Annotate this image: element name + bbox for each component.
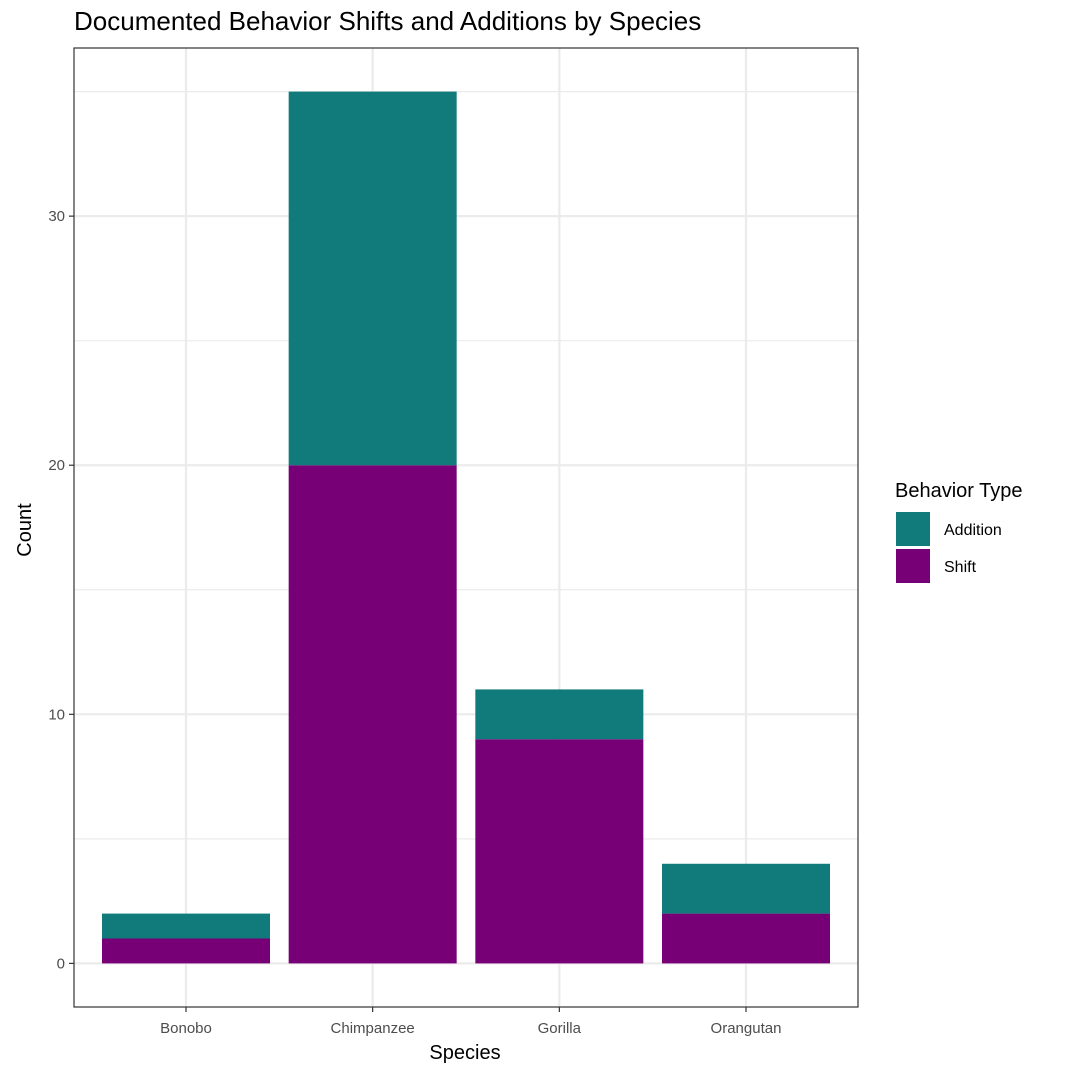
legend: Behavior Type Addition Shift [895, 480, 1023, 583]
panel-border [73, 47, 859, 1008]
legend-title: Behavior Type [895, 480, 1023, 502]
bar-gorilla-shift [475, 739, 644, 964]
y-axis-title: Count [14, 503, 36, 557]
x-tick-label: Chimpanzee [331, 1020, 415, 1037]
y-tick-label: 30 [48, 208, 65, 225]
y-tick-label: 10 [48, 706, 65, 723]
y-tick-label: 0 [57, 955, 65, 972]
bar-orangutan-addition [662, 863, 830, 914]
bar-orangutan-shift [662, 913, 830, 964]
bars [102, 91, 830, 964]
bar-bonobo-addition [102, 913, 270, 939]
chart-title: Documented Behavior Shifts and Additions… [74, 6, 702, 36]
x-tick-label: Bonobo [160, 1020, 212, 1037]
bar-chimpanzee-shift [288, 465, 457, 964]
legend-key-shift [896, 549, 930, 583]
legend-label-addition: Addition [944, 522, 1002, 539]
x-tick-label: Gorilla [538, 1020, 582, 1037]
bar-gorilla-addition [475, 689, 644, 740]
legend-label-shift: Shift [944, 559, 977, 576]
x-axis: Bonobo Chimpanzee Gorilla Orangutan [160, 1007, 781, 1037]
y-axis: 0 10 20 30 [48, 208, 74, 972]
y-tick-label: 20 [48, 457, 65, 474]
x-axis-title: Species [429, 1042, 500, 1064]
gridlines [74, 48, 858, 1007]
bar-bonobo-shift [102, 938, 270, 964]
legend-key-addition [896, 512, 930, 546]
x-tick-label: Orangutan [711, 1020, 782, 1037]
bar-chimpanzee-addition [288, 91, 457, 466]
